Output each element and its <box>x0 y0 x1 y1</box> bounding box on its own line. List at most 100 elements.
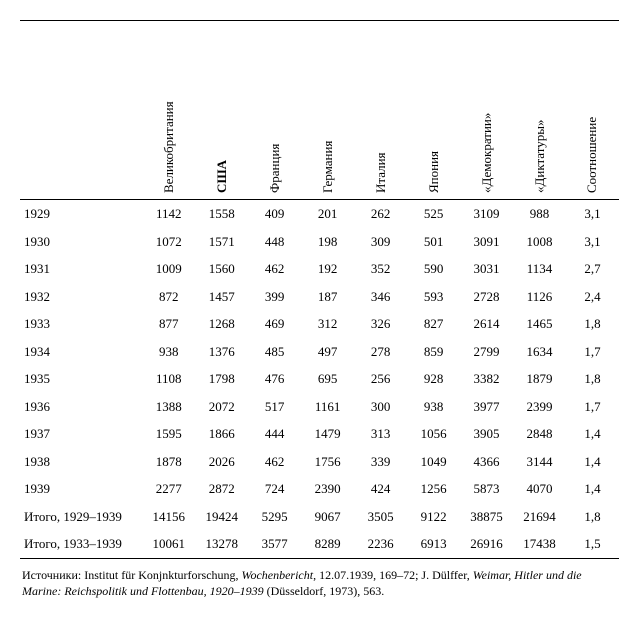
cell: 1798 <box>195 365 248 393</box>
cell: 1008 <box>513 228 566 256</box>
cell: 17438 <box>513 530 566 558</box>
cell: 2799 <box>460 338 513 366</box>
cell: 3905 <box>460 420 513 448</box>
cell: 262 <box>354 200 407 228</box>
cell: 3577 <box>248 530 301 558</box>
cell: 3144 <box>513 448 566 476</box>
cell: 4366 <box>460 448 513 476</box>
col-header: Франция <box>248 21 301 200</box>
cell: 2,4 <box>566 283 619 311</box>
cell: 1072 <box>142 228 195 256</box>
table-row: 19349381376485497278859279916341,7 <box>20 338 619 366</box>
cell: 928 <box>407 365 460 393</box>
cell: 201 <box>301 200 354 228</box>
cell: 198 <box>301 228 354 256</box>
col-header-label: Франция <box>267 173 283 193</box>
cell: 2728 <box>460 283 513 311</box>
cell: 2872 <box>195 475 248 503</box>
cell: 399 <box>248 283 301 311</box>
cell: 877 <box>142 310 195 338</box>
cell: 444 <box>248 420 301 448</box>
cell: 1479 <box>301 420 354 448</box>
cell: 593 <box>407 283 460 311</box>
cell: 1879 <box>513 365 566 393</box>
cell: 1,7 <box>566 338 619 366</box>
cell: 859 <box>407 338 460 366</box>
cell: 1878 <box>142 448 195 476</box>
cell: 3505 <box>354 503 407 531</box>
cell: 1634 <box>513 338 566 366</box>
cell: 10061 <box>142 530 195 558</box>
cell: 1595 <box>142 420 195 448</box>
cell: 1056 <box>407 420 460 448</box>
table-row: 19338771268469312326827261414651,8 <box>20 310 619 338</box>
cell: 339 <box>354 448 407 476</box>
col-header-label: «Демократии» <box>479 173 495 193</box>
cell: 2236 <box>354 530 407 558</box>
cell: 590 <box>407 255 460 283</box>
cell: 525 <box>407 200 460 228</box>
cell: 312 <box>301 310 354 338</box>
cell: 9122 <box>407 503 460 531</box>
cell: 5873 <box>460 475 513 503</box>
cell: 724 <box>248 475 301 503</box>
cell: 313 <box>354 420 407 448</box>
col-header: Соотношение <box>566 21 619 200</box>
cell: 278 <box>354 338 407 366</box>
cell: 8289 <box>301 530 354 558</box>
header-row: Великобритания США Франция Германия Итал… <box>20 21 619 200</box>
cell: 2,7 <box>566 255 619 283</box>
cell: 2614 <box>460 310 513 338</box>
cell: 1388 <box>142 393 195 421</box>
cell: 1,8 <box>566 310 619 338</box>
cell: 187 <box>301 283 354 311</box>
cell: 1558 <box>195 200 248 228</box>
cell: 1268 <box>195 310 248 338</box>
col-header: «Диктатуры» <box>513 21 566 200</box>
cell: 2072 <box>195 393 248 421</box>
cell: 476 <box>248 365 301 393</box>
col-header-label: Великобритания <box>161 173 177 193</box>
cell: 988 <box>513 200 566 228</box>
table-row: 19381878202646217563391049436631441,4 <box>20 448 619 476</box>
table-row: 1936138820725171161300938397723991,7 <box>20 393 619 421</box>
cell: 352 <box>354 255 407 283</box>
cell: 9067 <box>301 503 354 531</box>
col-header-label: «Диктатуры» <box>532 173 548 193</box>
data-table: Великобритания США Франция Германия Итал… <box>20 20 619 559</box>
cell: 827 <box>407 310 460 338</box>
col-header: Великобритания <box>142 21 195 200</box>
cell: 346 <box>354 283 407 311</box>
cell: 485 <box>248 338 301 366</box>
cell: 1009 <box>142 255 195 283</box>
cell: 4070 <box>513 475 566 503</box>
cell: 1376 <box>195 338 248 366</box>
cell: 1256 <box>407 475 460 503</box>
cell: 424 <box>354 475 407 503</box>
row-label: 1934 <box>20 338 142 366</box>
col-header-label: Германия <box>320 173 336 193</box>
row-label: 1932 <box>20 283 142 311</box>
cell: 3031 <box>460 255 513 283</box>
col-header: Япония <box>407 21 460 200</box>
cell: 309 <box>354 228 407 256</box>
table-row: 19392277287272423904241256587340701,4 <box>20 475 619 503</box>
cell: 695 <box>301 365 354 393</box>
cell: 1108 <box>142 365 195 393</box>
cell: 1049 <box>407 448 460 476</box>
cell: 14156 <box>142 503 195 531</box>
row-label: Итого, 1929–1939 <box>20 503 142 531</box>
cell: 938 <box>142 338 195 366</box>
table-row: Итого, 1929–1939141561942452959067350591… <box>20 503 619 531</box>
cell: 2399 <box>513 393 566 421</box>
cell: 1756 <box>301 448 354 476</box>
cell: 1,5 <box>566 530 619 558</box>
cell: 6913 <box>407 530 460 558</box>
cell: 1126 <box>513 283 566 311</box>
cell: 1,4 <box>566 420 619 448</box>
cell: 21694 <box>513 503 566 531</box>
row-label: 1935 <box>20 365 142 393</box>
cell: 462 <box>248 448 301 476</box>
col-header-label: США <box>214 173 230 193</box>
col-header-label: Япония <box>426 173 442 193</box>
